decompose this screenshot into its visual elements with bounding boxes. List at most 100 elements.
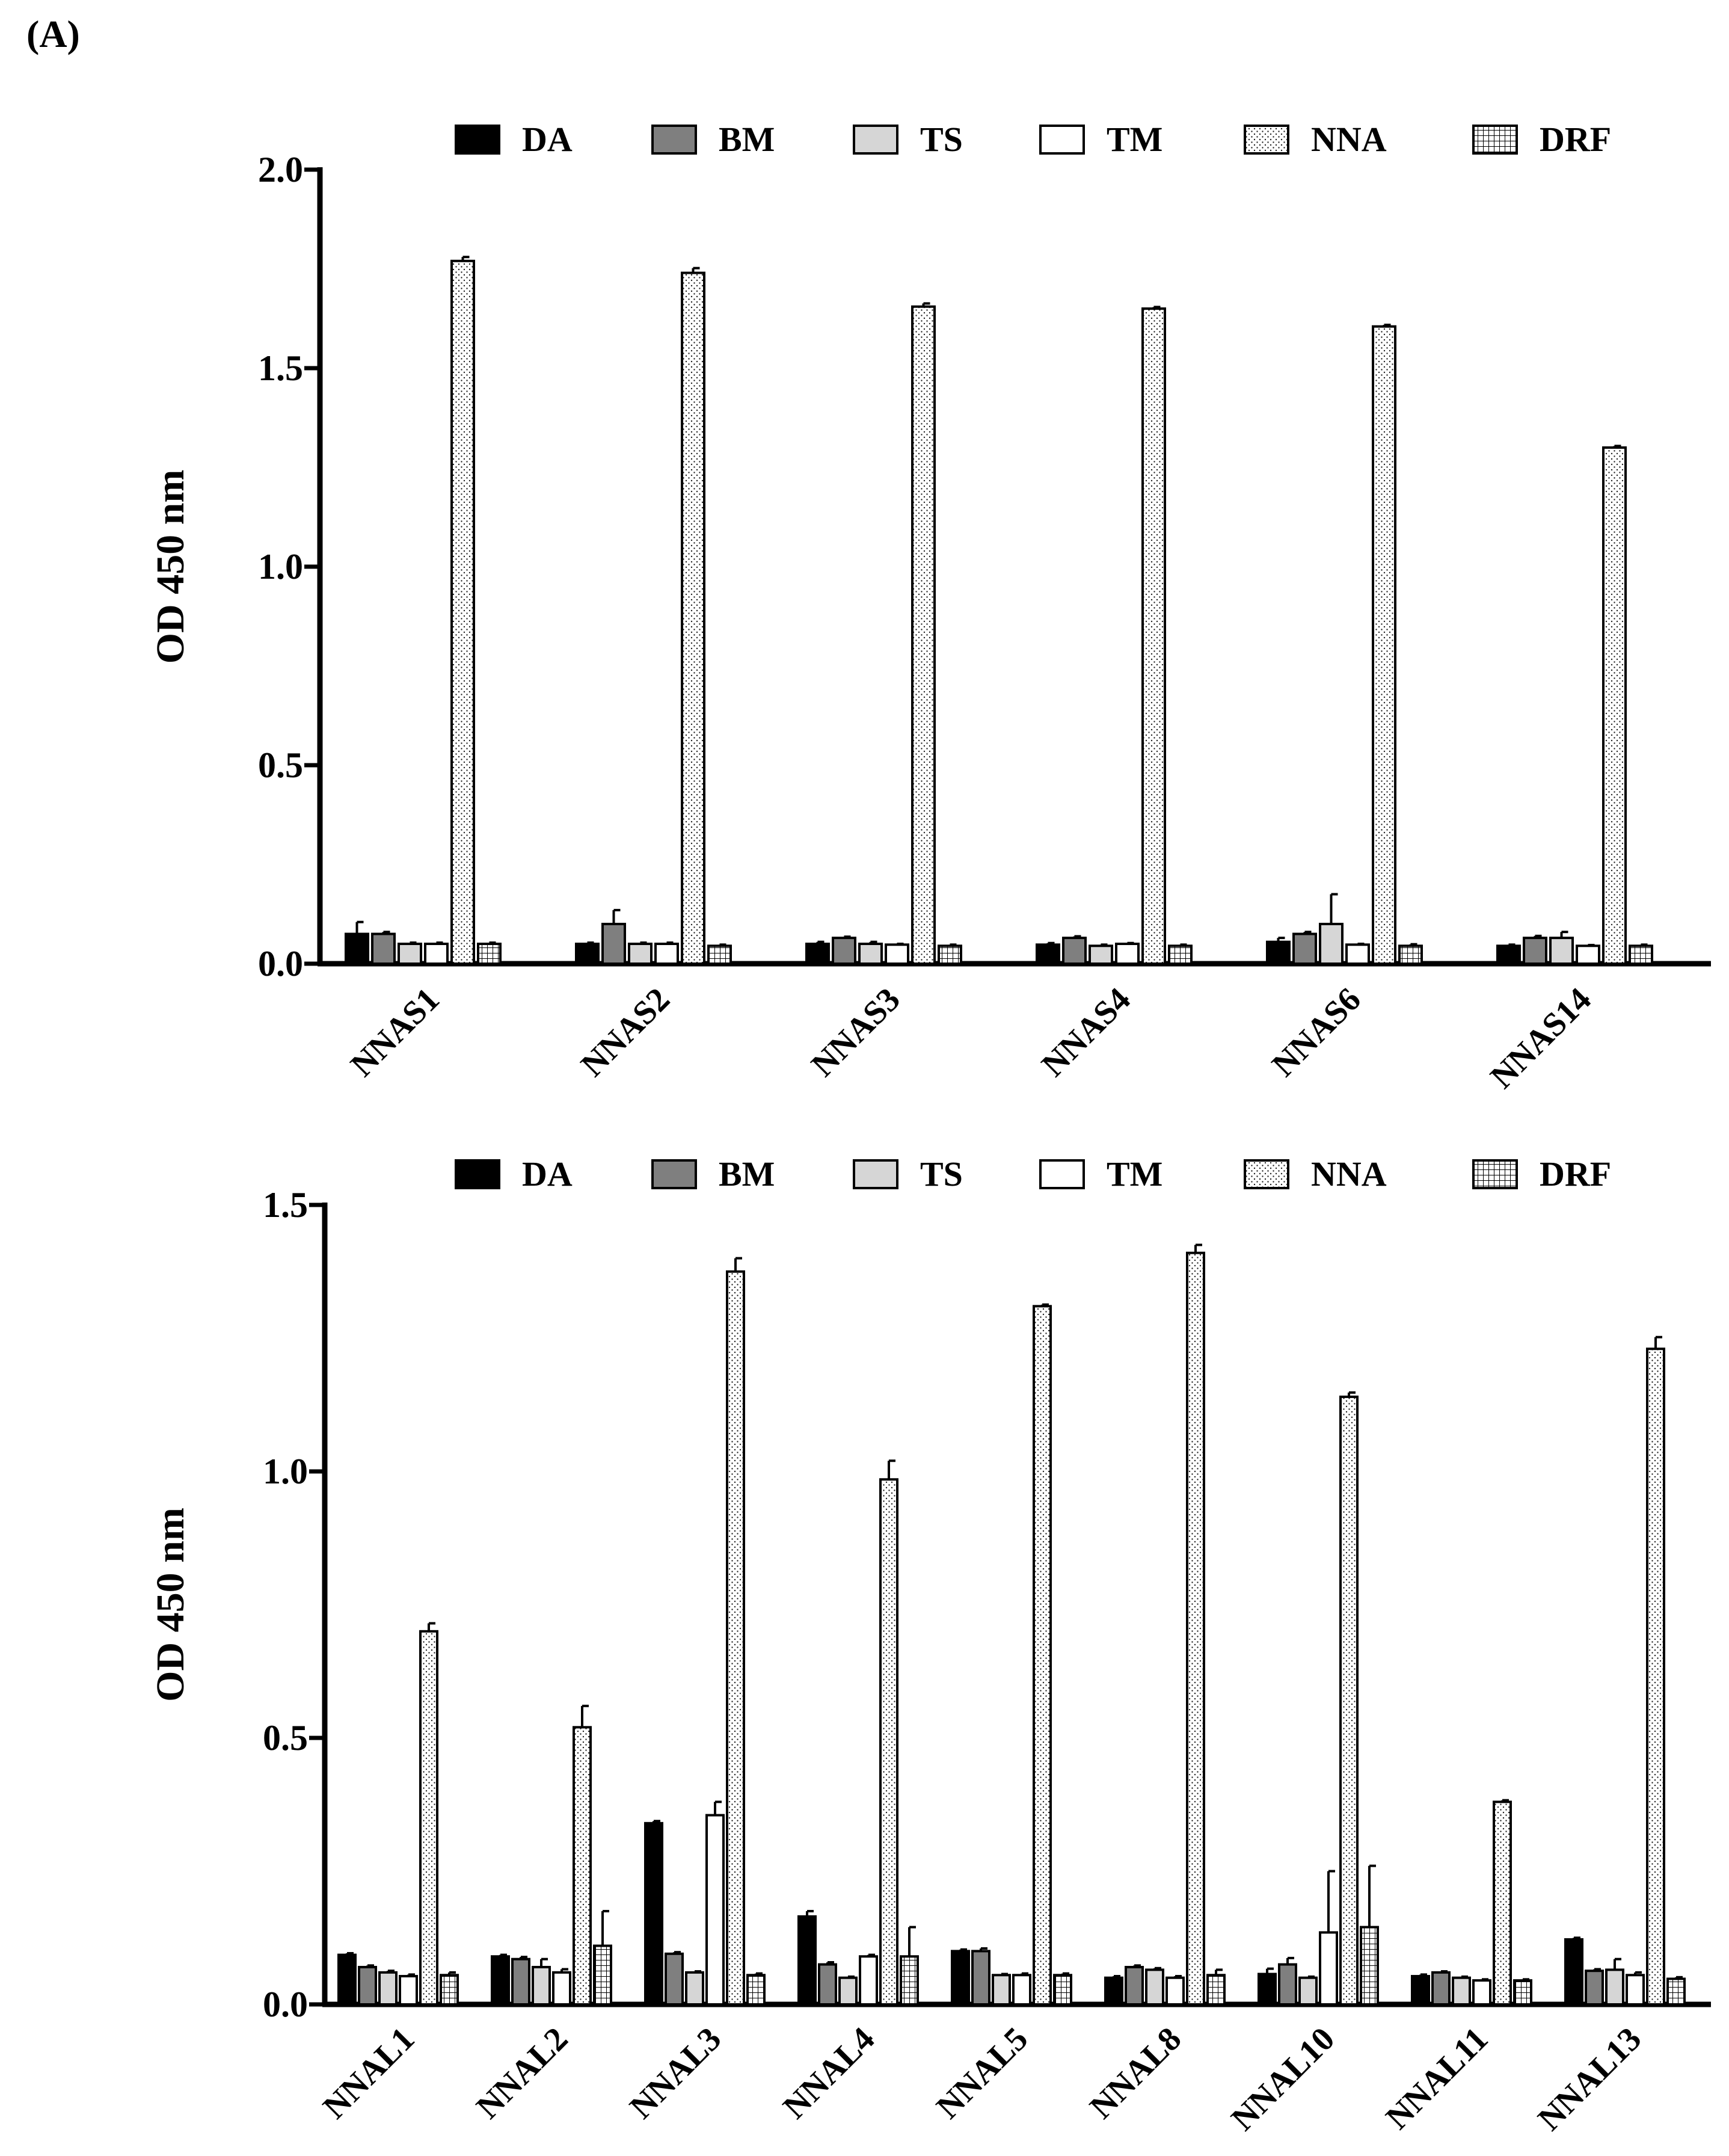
bar	[399, 1975, 418, 2006]
y-axis-label: OD 450 nm	[149, 470, 192, 664]
category-label: NNAL4	[776, 2020, 882, 2126]
bar	[885, 943, 909, 965]
bar	[1605, 1968, 1624, 2006]
y-tick-label: 2.0	[258, 150, 303, 189]
bar	[593, 1944, 612, 2006]
bar	[1452, 1976, 1471, 2006]
bar	[1411, 1975, 1430, 2006]
bar	[1062, 937, 1087, 965]
legend-label: TS	[920, 120, 963, 159]
category-label: NNAS14	[1483, 981, 1598, 1095]
y-tick-label: 1.5	[258, 348, 303, 388]
bar	[1206, 1974, 1226, 2006]
legend-swatch	[1244, 1159, 1289, 1189]
bar	[1258, 1973, 1277, 2006]
category-label: NNAS2	[574, 981, 677, 1083]
bar	[879, 1478, 898, 2006]
legend-label: TM	[1107, 120, 1162, 159]
bar	[1319, 923, 1344, 965]
bar	[398, 943, 422, 965]
legend-label: DRF	[1540, 1154, 1611, 1194]
bar	[1493, 1800, 1512, 2006]
bar	[1266, 940, 1291, 965]
legend-swatch	[651, 1159, 697, 1189]
bar	[705, 1814, 725, 2006]
bar	[1125, 1965, 1144, 2006]
bar	[1168, 944, 1193, 966]
y-tick-label: 0.5	[258, 745, 303, 785]
legend-label: BM	[719, 1154, 775, 1194]
y-tick-label: 0.5	[263, 1718, 308, 1758]
bar	[797, 1915, 817, 2006]
legend-swatch	[1472, 125, 1518, 155]
bar	[838, 1976, 858, 2006]
bar	[1513, 1979, 1532, 2006]
category-label: NNAL13	[1531, 2020, 1649, 2138]
legend-label: DRF	[1540, 120, 1611, 159]
category-label: NNAL2	[469, 2020, 575, 2126]
category-label: NNAL1	[316, 2020, 422, 2126]
bar	[971, 1950, 990, 2006]
bar	[1360, 1926, 1379, 2006]
legend-swatch	[651, 125, 697, 155]
category-label: NNAS3	[804, 981, 907, 1083]
legend-swatch	[853, 125, 898, 155]
legend-swatch	[455, 125, 500, 155]
bar	[818, 1963, 837, 2006]
bar	[1602, 446, 1627, 965]
category-label: NNAL10	[1224, 2020, 1342, 2138]
bar	[1549, 937, 1574, 965]
bar	[601, 923, 626, 965]
bar	[911, 305, 936, 966]
bar	[951, 1950, 970, 2006]
bar	[1292, 932, 1317, 965]
legend-swatch	[1244, 125, 1289, 155]
legend-swatch	[455, 1159, 500, 1189]
bar	[1523, 937, 1547, 965]
bar	[1629, 944, 1653, 966]
category-label: NNAS1	[343, 981, 446, 1083]
y-axis-label: OD 450 nm	[149, 1508, 192, 1702]
bar	[1278, 1963, 1297, 2006]
bar	[654, 943, 679, 965]
chart-top: 0.0 0.5 1.0 1.5 2.0 OD 450 nm DA BM TS TM NNA DRF NN…	[149, 120, 1711, 1096]
bar	[511, 1957, 530, 2006]
bar	[552, 1971, 571, 2006]
legend-label: TM	[1107, 1154, 1162, 1194]
bar	[1298, 1976, 1318, 2006]
legend-label: DA	[522, 120, 573, 159]
category-label: NNAL5	[929, 2020, 1035, 2126]
bar	[1033, 1305, 1052, 2006]
bar	[532, 1965, 551, 2006]
bar	[1576, 944, 1600, 966]
bar	[337, 1953, 357, 2006]
bar	[345, 932, 369, 965]
bar	[1053, 1974, 1072, 2006]
bar	[1585, 1970, 1604, 2006]
y-tick-label: 1.0	[263, 1452, 308, 1491]
bar	[1564, 1938, 1583, 2006]
bar	[938, 944, 962, 966]
bar	[1472, 1979, 1491, 2006]
bar	[665, 1952, 684, 2006]
category-label: NNAS6	[1265, 981, 1368, 1083]
bar	[491, 1955, 510, 2006]
y-tick-label: 1.5	[263, 1185, 308, 1225]
bar	[1089, 944, 1113, 966]
legend-swatch	[853, 1159, 898, 1189]
bar	[900, 1955, 919, 2006]
bar	[575, 943, 600, 965]
bar	[1431, 1971, 1451, 2006]
legend-swatch	[1472, 1159, 1518, 1189]
chart-bottom: 0.0 0.5 1.0 1.5 OD 450 nm DA BM TS TM NNA DRF NNAL1…	[149, 1154, 1711, 2138]
bar	[726, 1270, 745, 2006]
bar	[832, 937, 856, 965]
panel-label: (A)	[26, 13, 80, 55]
bar	[1104, 1976, 1123, 2006]
legend-label: BM	[719, 120, 775, 159]
bar	[707, 944, 732, 966]
bar	[1398, 944, 1423, 966]
category-label: NNAS4	[1034, 981, 1137, 1083]
bar	[992, 1974, 1011, 2006]
legend-label: NNA	[1311, 1154, 1387, 1194]
